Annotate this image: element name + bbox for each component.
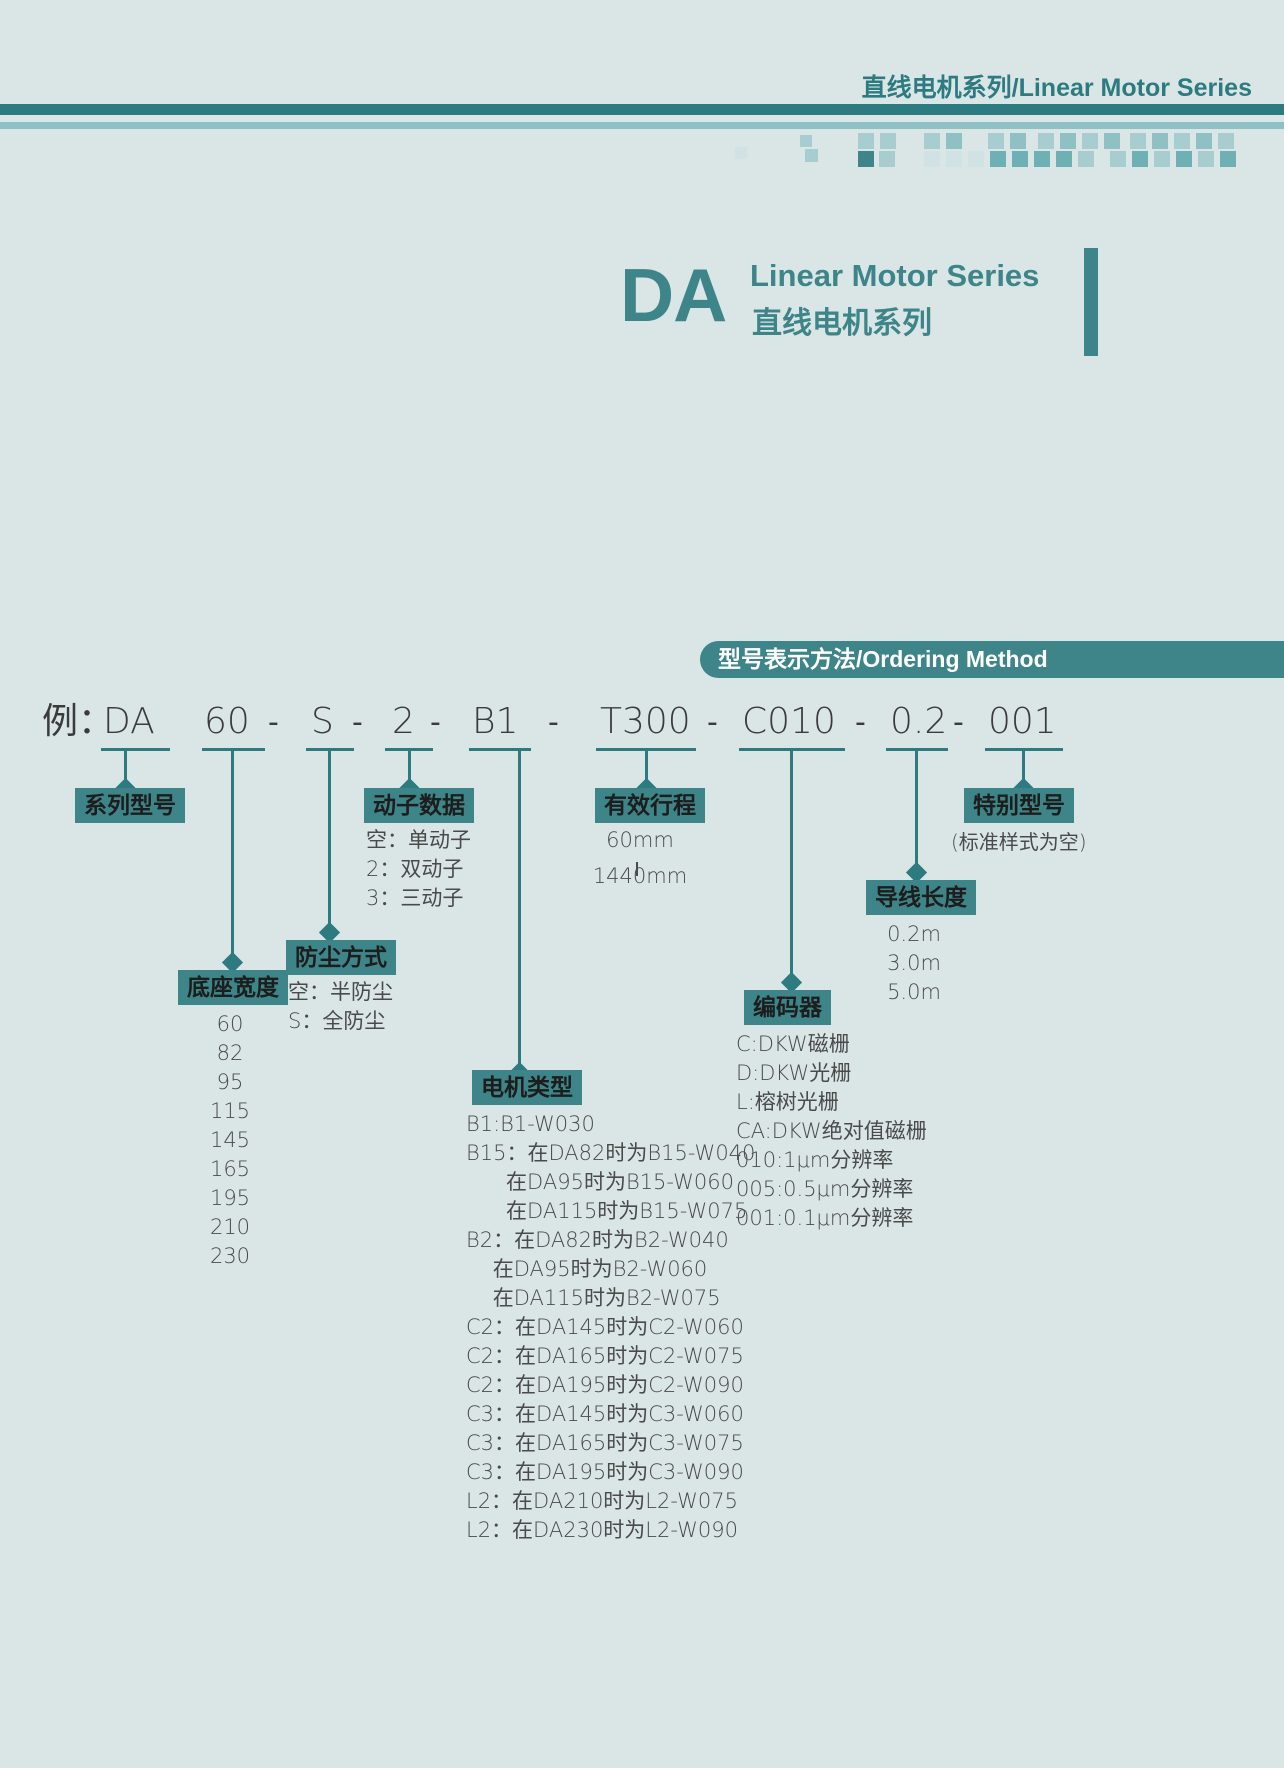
label-motor-type: 电机类型 — [472, 1070, 582, 1105]
underline-special — [985, 748, 1063, 751]
underline-dust-proof — [306, 748, 354, 751]
label-mover-data: 动子数据 — [364, 788, 474, 823]
segment-series: DA — [103, 701, 155, 742]
label-series: 系列型号 — [75, 788, 185, 823]
segment-special: 001 — [988, 701, 1057, 742]
segment-motor-type: B1 — [472, 701, 519, 742]
separator-1: - — [268, 705, 279, 740]
series-title-english: Linear Motor Series — [750, 258, 1040, 293]
header-rule-thick — [0, 104, 1284, 115]
separator-4: - — [548, 705, 559, 740]
title-accent-bar — [1084, 248, 1098, 356]
separator-3: - — [430, 705, 441, 740]
segment-mover-data: 2 — [392, 701, 415, 742]
series-title-chinese: 直线电机系列 — [752, 307, 932, 340]
underline-mover-data — [385, 748, 433, 751]
options-motor-type: B1:B1-W030 B15：在DA82时为B15-W040 在DA95时为B1… — [466, 1112, 756, 1542]
note-special: (标准样式为空) — [951, 830, 1087, 854]
label-cable-length: 导线长度 — [866, 880, 976, 915]
leader-cable-length — [915, 750, 918, 872]
series-code: DA — [620, 253, 727, 337]
leader-dust-proof — [328, 750, 331, 932]
leader-motor-type — [518, 750, 521, 1072]
leader-mover-data — [408, 750, 411, 788]
segment-dust-proof: S — [311, 701, 334, 742]
underline-encoder — [739, 748, 845, 751]
header-rule-thin — [0, 122, 1284, 129]
options-mover-data: 空：单动子 2：双动子 3：三动子 — [366, 828, 471, 910]
leader-base-width — [231, 750, 234, 962]
segment-cable: 0.2 — [890, 701, 948, 742]
options-base-width: 60 82 95 115 145 165 195 210 230 — [209, 1012, 251, 1268]
options-cable-length: 0.2m 3.0m 5.0m — [887, 922, 941, 1004]
label-encoder: 编码器 — [744, 990, 831, 1025]
leader-encoder — [790, 750, 793, 982]
separator-2: - — [352, 705, 363, 740]
separator-7: - — [953, 705, 964, 740]
stroke-range-tick — [636, 862, 638, 876]
underline-stroke — [596, 748, 696, 751]
part-number-row: 例： DA 60 - S - 2 - B1 - T300 - C010 - 0.… — [0, 700, 1284, 752]
segment-stroke: T300 — [600, 701, 691, 742]
leader-special — [1022, 750, 1025, 788]
underline-series — [101, 748, 170, 751]
example-prefix: 例： — [42, 701, 115, 742]
underline-cable — [886, 748, 948, 751]
decorative-square-pattern — [0, 133, 1284, 167]
options-dust-proof: 空：半防尘 S：全防尘 — [288, 980, 393, 1033]
label-dust-proof: 防尘方式 — [286, 940, 396, 975]
separator-5: - — [707, 705, 718, 740]
leader-stroke — [645, 750, 648, 788]
series-title-block: DA Linear Motor Series 直线电机系列 — [620, 250, 1120, 360]
label-special: 特别型号 — [964, 788, 1074, 823]
label-base-width: 底座宽度 — [178, 970, 288, 1005]
stroke-max: 1440mm — [592, 864, 688, 888]
options-encoder: C:DKW磁栅 D:DKW光栅 L:榕树光栅 CA:DKW绝对值磁栅 010:1… — [736, 1032, 927, 1230]
stroke-min: 60mm — [606, 828, 674, 852]
label-stroke: 有效行程 — [595, 788, 705, 823]
page-header-title: 直线电机系列/Linear Motor Series — [861, 74, 1252, 102]
segment-encoder: C010 — [742, 701, 836, 742]
underline-base-width — [202, 748, 265, 751]
underline-motor-type — [469, 748, 531, 751]
leader-series — [124, 750, 127, 788]
segment-base-width: 60 — [204, 701, 250, 742]
separator-6: - — [855, 705, 866, 740]
ordering-method-badge: 型号表示方法/Ordering Method — [700, 641, 1284, 678]
